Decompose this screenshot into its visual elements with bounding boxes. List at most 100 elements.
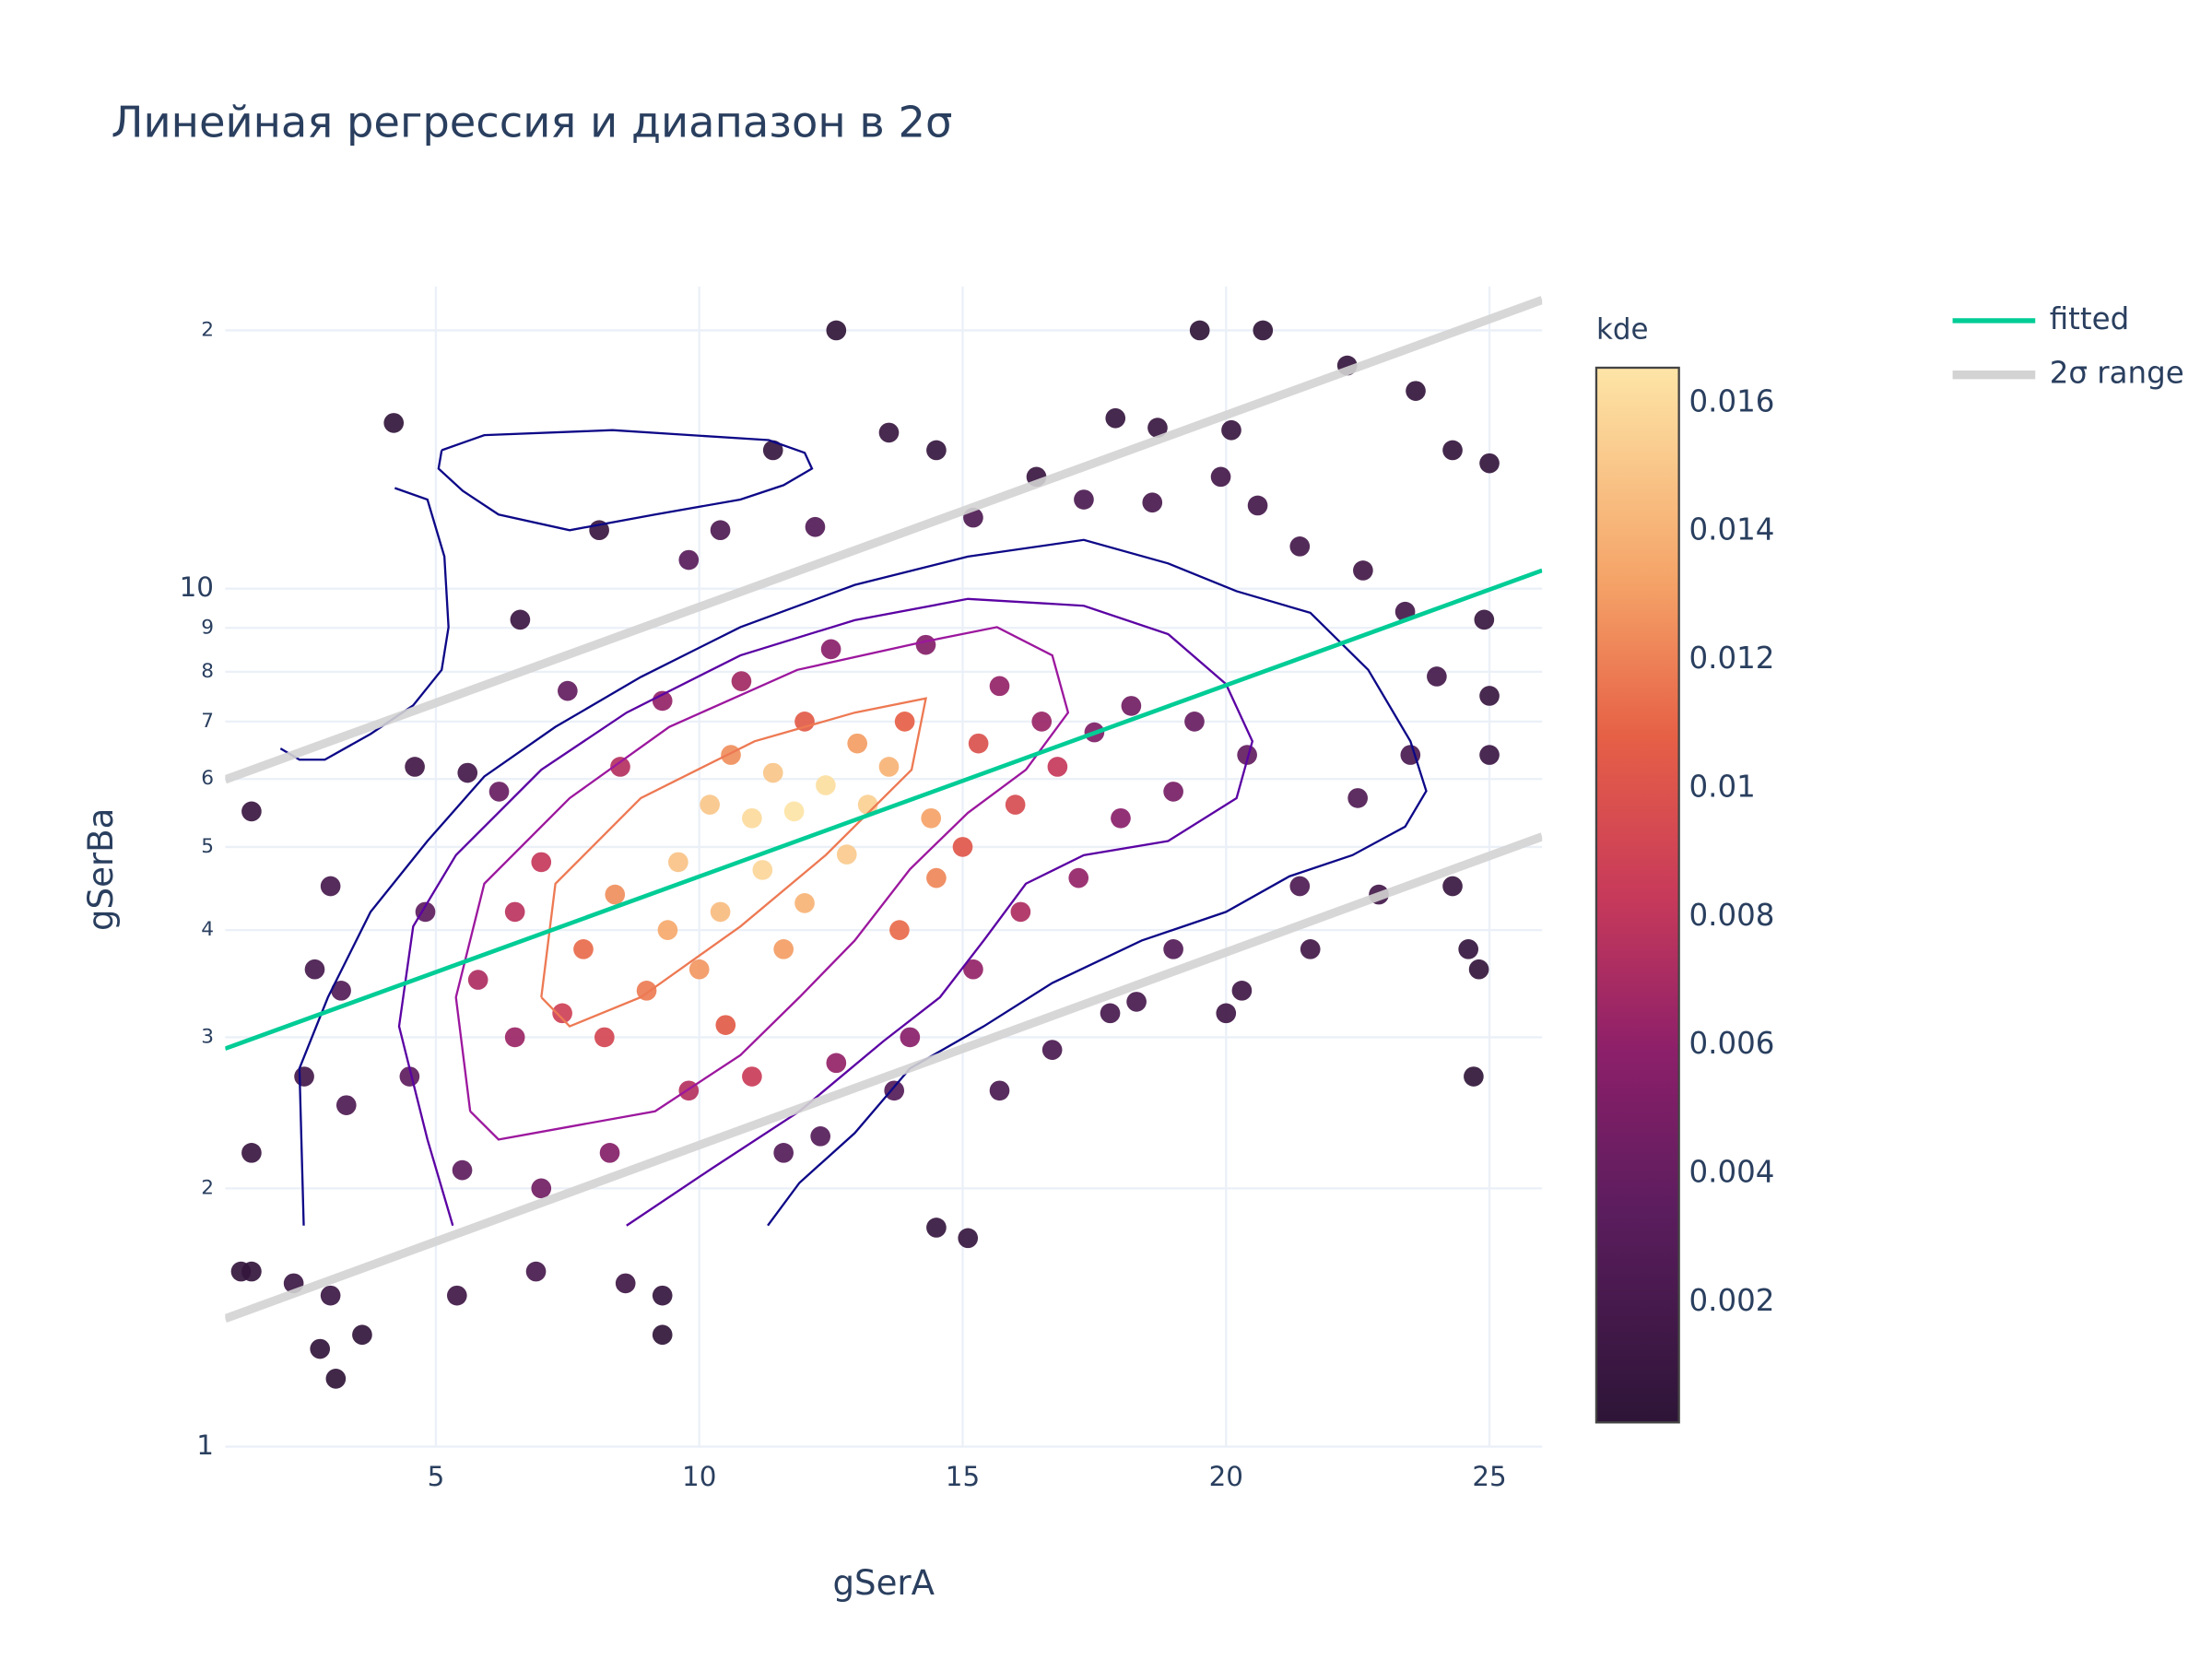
scatter-point: [878, 422, 900, 443]
contour-line: [437, 429, 814, 532]
scatter-point: [1010, 901, 1031, 923]
scatter-point: [657, 920, 678, 940]
scatter-point: [884, 1080, 905, 1101]
scatter-point: [715, 1015, 736, 1035]
scatter-point: [1126, 992, 1147, 1012]
scatter-point: [325, 1369, 347, 1389]
scatter-point: [668, 852, 688, 873]
scatter-point: [1221, 419, 1241, 441]
scatter-point: [1231, 981, 1253, 1001]
contour-line: [279, 487, 450, 761]
scatter-point: [989, 676, 1010, 697]
scatter-point: [847, 733, 868, 754]
scatter-point: [915, 634, 936, 655]
scatter-point: [241, 1142, 262, 1163]
scatter-point: [1406, 381, 1426, 401]
scatter-point: [878, 757, 900, 777]
scatter-point: [810, 1126, 831, 1147]
scatter-point: [415, 901, 436, 923]
scatter-point: [1427, 666, 1447, 687]
scatter-point: [1005, 794, 1026, 815]
scatter-point: [1353, 560, 1373, 581]
scatter-point: [610, 757, 630, 777]
chart-title: Линейная регрессия и диапазон в 2σ: [112, 98, 953, 147]
scatter-point: [294, 1066, 314, 1087]
scatter-point: [773, 1142, 794, 1163]
scatter-point: [1479, 745, 1500, 765]
scatter-point: [762, 440, 783, 461]
scatter-point: [1479, 453, 1500, 474]
scatter-point: [1479, 686, 1500, 706]
scatter-point: [525, 1261, 547, 1282]
scatter-point: [558, 680, 578, 701]
x-axis-title: gSerA: [832, 1563, 935, 1603]
scatter-point: [816, 775, 836, 795]
scatter-point: [488, 782, 510, 802]
scatter-point: [721, 745, 741, 765]
scatter-point: [1189, 320, 1210, 341]
scatter-point: [573, 939, 594, 959]
scatter-point: [1237, 745, 1257, 765]
colorbar-tick-label: 0.008: [1688, 898, 1774, 933]
scatter-point: [678, 549, 700, 571]
scatter-point: [1464, 1066, 1484, 1087]
scatter-point: [1068, 867, 1089, 888]
scatter-point: [926, 1218, 947, 1238]
scatter-point: [467, 970, 488, 990]
y-tick-label: 4: [201, 918, 214, 941]
scatter-point: [710, 901, 731, 923]
range-line: [225, 296, 1543, 784]
scatter-point: [700, 794, 720, 815]
scatter-point: [836, 844, 857, 865]
scatter-point: [1147, 418, 1168, 438]
scatter-point: [1300, 939, 1321, 959]
range-line: [225, 832, 1543, 1324]
scatter-point: [921, 807, 942, 829]
scatter-point: [510, 609, 531, 630]
scatter-point: [1163, 782, 1183, 802]
scatter-point: [1442, 440, 1463, 461]
scatter-point: [1458, 939, 1479, 959]
scatter-point: [826, 320, 847, 341]
colorbar: kde 0.002 0.004 0.006 0.008 0.01 0.012 0.014 0.0…: [1594, 312, 1774, 1424]
scatter-point: [615, 1273, 636, 1294]
scatter-point: [1047, 757, 1068, 777]
scatter-point: [894, 712, 915, 732]
scatter-point: [710, 520, 731, 541]
plot-area: [225, 296, 1543, 1389]
scatter-point: [952, 837, 973, 857]
scatter-point: [926, 867, 947, 888]
scatter-point: [652, 690, 673, 712]
scatter-point: [1142, 492, 1163, 513]
contour-line: [540, 697, 928, 1028]
scatter-point: [968, 733, 989, 754]
scatter-point: [900, 1027, 921, 1048]
scatter-point: [504, 1027, 525, 1048]
contour-line: [454, 626, 1070, 1141]
y-tick-label: 8: [201, 660, 214, 683]
scatter-point: [331, 981, 351, 1001]
y-tick-label: 2: [201, 318, 214, 341]
y-tick-label: 6: [201, 767, 214, 790]
scatter-point: [820, 639, 841, 660]
scatter-point: [742, 1066, 762, 1087]
scatter-point: [320, 1285, 341, 1306]
x-tick-label: 10: [682, 1461, 716, 1492]
legend: fitted 2σ range: [1952, 301, 2184, 391]
scatter-point: [1041, 1040, 1063, 1060]
scatter-point: [452, 1159, 473, 1181]
scatter-point: [1074, 489, 1094, 510]
scatter-point: [752, 860, 773, 880]
scatter-point: [1253, 320, 1274, 341]
scatter-point: [605, 884, 626, 905]
colorbar-title: kde: [1596, 312, 1649, 346]
fit-line: [225, 568, 1543, 1051]
contour-line: [298, 538, 1428, 1227]
scatter-point: [241, 1261, 262, 1282]
scatter-point: [304, 959, 325, 980]
scatter-point: [352, 1324, 372, 1346]
scatter-point: [926, 440, 947, 461]
scatter-point: [805, 516, 826, 537]
